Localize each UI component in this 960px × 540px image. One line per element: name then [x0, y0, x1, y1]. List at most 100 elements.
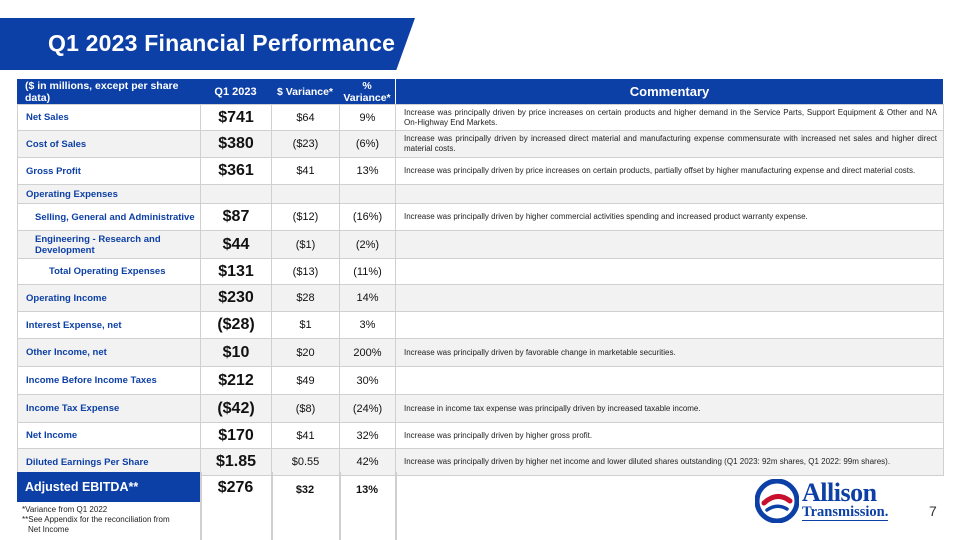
table-row: Engineering - Research and Development $…: [17, 230, 944, 259]
row-commentary: [395, 284, 944, 312]
grid-line: [395, 472, 397, 540]
row-commentary: Increase was principally driven by highe…: [395, 422, 944, 449]
row-commentary: Increase was principally driven by price…: [395, 157, 944, 185]
row-label: Cost of Sales: [17, 130, 201, 158]
table-row: Operating Income $230 $28 14%: [17, 284, 944, 312]
row-variance: $49: [271, 366, 340, 395]
row-q1-value: $131: [200, 258, 272, 285]
row-variance: $41: [271, 422, 340, 449]
row-q1-value: $10: [200, 338, 272, 367]
row-variance: $20: [271, 338, 340, 367]
row-q1-value: ($28): [200, 311, 272, 339]
row-variance: $0.55: [271, 448, 340, 476]
row-q1-value: [200, 184, 272, 204]
row-q1-value: $361: [200, 157, 272, 185]
row-label: Other Income, net: [17, 338, 201, 367]
row-label: Gross Profit: [17, 157, 201, 185]
row-q1-value: $741: [200, 104, 272, 131]
header-pct-variance: % Variance*: [343, 79, 391, 104]
header-variance: $ Variance*: [276, 85, 334, 98]
row-pct-variance: (11%): [339, 258, 396, 285]
row-commentary: Increase was principally driven by highe…: [395, 203, 944, 231]
ebitda-q1-value: $276: [217, 479, 254, 496]
row-label: Income Before Income Taxes: [17, 366, 201, 395]
row-pct-variance: 14%: [339, 284, 396, 312]
row-label: Selling, General and Administrative: [17, 203, 201, 231]
row-commentary: Increase was principally driven by price…: [395, 104, 944, 131]
page-number: 7: [929, 503, 937, 519]
ebitda-label: Adjusted EBITDA**: [17, 472, 200, 502]
table-row: Total Operating Expenses $131 ($13) (11%…: [17, 258, 944, 285]
row-pct-variance: 42%: [339, 448, 396, 476]
row-pct-variance: 13%: [339, 157, 396, 185]
row-label: Engineering - Research and Development: [17, 230, 201, 259]
row-variance: $41: [271, 157, 340, 185]
title-banner: [0, 18, 415, 70]
row-q1-value: ($42): [200, 394, 272, 423]
row-label: Net Income: [17, 422, 201, 449]
row-pct-variance: [339, 184, 396, 204]
row-q1-value: $212: [200, 366, 272, 395]
table-row: Gross Profit $361 $41 13% Increase was p…: [17, 157, 944, 185]
row-pct-variance: (16%): [339, 203, 396, 231]
ebitda-pct-variance: 13%: [355, 484, 379, 496]
allison-emblem-icon: [755, 479, 799, 523]
table-row: Cost of Sales $380 ($23) (6%) Increase w…: [17, 130, 944, 158]
row-commentary: Increase was principally driven by incre…: [395, 130, 944, 158]
table-row: Net Sales $741 $64 9% Increase was princ…: [17, 104, 944, 131]
row-pct-variance: 9%: [339, 104, 396, 131]
row-pct-variance: 200%: [339, 338, 396, 367]
grid-line: [339, 472, 341, 540]
table-row: Operating Expenses: [17, 184, 944, 204]
table-row: Selling, General and Administrative $87 …: [17, 203, 944, 231]
row-q1-value: $87: [200, 203, 272, 231]
row-q1-value: $44: [200, 230, 272, 259]
table-header-left: ($ in millions, except per share data) Q…: [17, 79, 395, 104]
table-row: Diluted Earnings Per Share $1.85 $0.55 4…: [17, 448, 944, 476]
row-variance: ($8): [271, 394, 340, 423]
row-q1-value: $170: [200, 422, 272, 449]
allison-logo: Allison Transmission.: [752, 478, 922, 524]
table-row: Interest Expense, net ($28) $1 3%: [17, 311, 944, 339]
row-q1-value: $380: [200, 130, 272, 158]
row-pct-variance: (24%): [339, 394, 396, 423]
row-commentary: Increase was principally driven by highe…: [395, 448, 944, 476]
header-commentary: Commentary: [395, 79, 943, 104]
row-label: Net Sales: [17, 104, 201, 131]
row-commentary: [395, 230, 944, 259]
row-label: Income Tax Expense: [17, 394, 201, 423]
row-label: Operating Income: [17, 284, 201, 312]
row-variance: ($23): [271, 130, 340, 158]
row-label: Operating Expenses: [17, 184, 201, 204]
row-pct-variance: (6%): [339, 130, 396, 158]
row-pct-variance: 3%: [339, 311, 396, 339]
row-commentary: [395, 184, 944, 204]
row-commentary: [395, 366, 944, 395]
row-commentary: Increase was principally driven by favor…: [395, 338, 944, 367]
row-commentary: [395, 311, 944, 339]
header-q1: Q1 2023: [214, 85, 257, 98]
row-variance: ($1): [271, 230, 340, 259]
row-variance: ($13): [271, 258, 340, 285]
row-variance: $28: [271, 284, 340, 312]
table-row: Other Income, net $10 $20 200% Increase …: [17, 338, 944, 367]
ebitda-row: Adjusted EBITDA** $276 $32 13%: [17, 472, 397, 540]
row-q1-value: $1.85: [200, 448, 272, 476]
table-row: Income Tax Expense ($42) ($8) (24%) Incr…: [17, 394, 944, 423]
row-variance: ($12): [271, 203, 340, 231]
row-label: Interest Expense, net: [17, 311, 201, 339]
ebitda-variance: $32: [295, 484, 315, 496]
row-q1-value: $230: [200, 284, 272, 312]
header-label: ($ in millions, except per share data): [25, 79, 179, 104]
row-variance: $1: [271, 311, 340, 339]
row-pct-variance: (2%): [339, 230, 396, 259]
table-row: Income Before Income Taxes $212 $49 30%: [17, 366, 944, 395]
footnote-variance: *Variance from Q1 2022: [22, 505, 108, 514]
row-label: Total Operating Expenses: [17, 258, 201, 285]
table-row: Net Income $170 $41 32% Increase was pri…: [17, 422, 944, 449]
financial-table: Net Sales $741 $64 9% Increase was princ…: [17, 104, 944, 476]
row-commentary: Increase in income tax expense was princ…: [395, 394, 944, 423]
row-variance: $64: [271, 104, 340, 131]
footnote-appendix-cont: Net Income: [28, 525, 69, 534]
row-variance: [271, 184, 340, 204]
